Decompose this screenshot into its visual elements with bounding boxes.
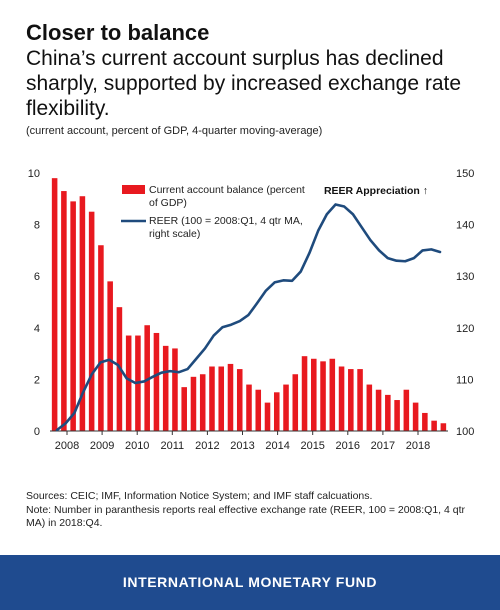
x-tick-label: 2009 [90,440,114,452]
chart-title: Closer to balance [26,20,210,45]
ca-bar [61,191,67,431]
right-tick-label: 110 [456,374,474,386]
left-tick-label: 4 [34,323,40,335]
ca-bar [172,348,178,431]
right-tick-label: 150 [456,168,474,180]
ca-bar [301,356,308,431]
legend-swatch-bars [122,185,145,194]
ca-bar [236,369,243,431]
x-tick-label: 2017 [371,440,395,452]
chart-subtitle: China’s current account surplus has decl… [26,47,462,120]
ca-bar [70,201,76,431]
left-tick-label: 2 [34,374,40,386]
ca-bar [190,376,197,431]
ca-bar [255,389,262,431]
ca-bar [440,423,447,431]
ca-bar [394,400,400,431]
ca-bar [375,389,382,431]
ca-bar [329,358,336,431]
ca-bar [292,374,299,431]
ca-bar [264,402,271,431]
ca-bar [227,363,234,431]
chart-area: 0 2 4 6 8 10 100 110 120 130 140 150 2008 2009 2010 201… [28,168,475,452]
ca-bar [422,412,428,431]
ca-bar [385,394,391,431]
left-tick-label: 8 [34,220,40,232]
ca-bar [357,369,363,431]
right-tick-label: 130 [456,271,474,283]
imf-banner: INTERNATIONAL MONETARY FUND [0,555,500,610]
right-tick-label: 120 [456,323,474,335]
ca-bar [338,366,345,431]
legend-label-line: REER (100 = 2008:Q1, 4 qtr MA, right scal… [149,215,303,240]
ca-bar [51,178,58,431]
chart-units-note: (current account, percent of GDP, 4-quar… [26,125,323,137]
x-tick-label: 2008 [55,440,79,452]
ca-bar [153,332,160,431]
x-tick-label: 2013 [230,440,254,452]
right-tick-label: 140 [456,220,474,232]
ca-bar [79,196,86,431]
ca-bar [162,345,169,431]
ca-bar [273,392,280,431]
right-tick-label: 100 [456,426,474,438]
left-tick-label: 6 [34,271,40,283]
ca-bar [320,361,326,431]
left-tick-label: 0 [34,426,40,438]
ca-bar [98,245,104,431]
note-text: Note: Number in paranthesis reports real… [26,504,466,529]
x-tick-label: 2018 [406,440,430,452]
ca-bar [199,374,206,431]
reer-appreciation-annotation: REER Appreciation ↑ [324,185,428,197]
x-tick-label: 2015 [300,440,324,452]
ca-bar [218,366,225,431]
ca-bar [366,384,373,431]
sources-text: Sources: CEIC; IMF, Information Notice S… [26,490,373,502]
ca-bar [348,369,354,431]
left-tick-label: 10 [28,168,40,180]
ca-bar [125,335,132,431]
title-block: Closer to balance China’s current accoun… [26,20,486,137]
ca-bar [283,384,289,431]
reer-line [55,203,442,432]
ca-bar [107,281,113,431]
x-tick-label: 2011 [160,440,184,452]
ca-bar [209,366,215,431]
legend-label-bars: Current account balance (percent of GDP) [149,184,305,209]
ca-bar [88,211,95,431]
x-tick-label: 2012 [195,440,219,452]
x-tick-label: 2016 [336,440,360,452]
x-tick-label: 2014 [265,440,289,452]
ca-bar [311,358,317,431]
x-tick-label: 2010 [125,440,149,452]
ca-bar [144,325,150,431]
ca-bar [246,384,252,431]
ca-bar [431,420,437,431]
ca-bar [412,402,419,431]
ca-bar [181,387,187,431]
ca-bar [403,389,410,431]
